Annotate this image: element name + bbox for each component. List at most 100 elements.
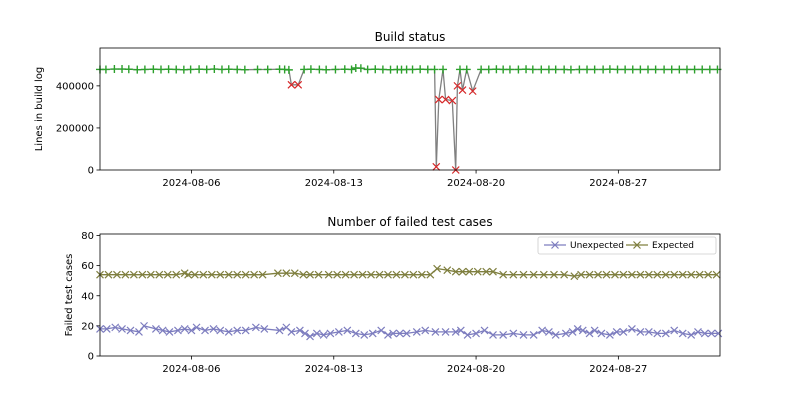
expected-series-point [678, 270, 687, 279]
successful-build-marker [651, 65, 660, 74]
ytick-label: 20 [81, 321, 94, 332]
unexpected-series-point [158, 326, 167, 335]
successful-build-marker [133, 65, 142, 74]
unexpected-series-point [678, 329, 687, 338]
successful-build-marker [363, 65, 372, 74]
ytick-label: 400000 [56, 81, 94, 92]
unexpected-series-point [126, 326, 135, 335]
unexpected-series-point [287, 327, 296, 336]
successful-build-marker [164, 65, 173, 74]
unexpected-series-point [636, 327, 645, 336]
unexpected-series-point [118, 324, 126, 333]
expected-series-point [417, 270, 426, 279]
successful-build-marker [347, 65, 356, 74]
expected-series-point [465, 267, 474, 276]
expected-series-point [433, 264, 442, 273]
xtick-label: 2024-08-13 [305, 364, 363, 375]
unexpected-series-point [201, 326, 209, 335]
expected-series-point [529, 270, 538, 279]
unexpected-series-point [180, 324, 189, 333]
successful-build-marker [224, 65, 233, 74]
build-status-ylabel: Lines in build log [34, 67, 45, 152]
successful-build-marker [522, 65, 531, 74]
expected-series-point [560, 270, 569, 279]
successful-build-marker [605, 65, 614, 74]
expected-series-point [594, 270, 602, 279]
unexpected-series-point [241, 326, 250, 335]
unexpected-series-point [619, 327, 628, 336]
successful-build-marker [682, 65, 691, 74]
expected-series-point [384, 270, 392, 279]
unexpected-series-point [544, 327, 553, 336]
successful-build-marker [340, 65, 349, 74]
failed-build-marker [287, 80, 296, 89]
ytick-label: 40 [81, 291, 94, 302]
unexpected-series-point [295, 326, 304, 335]
successful-build-marker [172, 65, 181, 74]
expected-series-point [233, 270, 242, 279]
unexpected-series-point [585, 329, 594, 338]
successful-build-marker [660, 65, 669, 74]
unexpected-series-point [111, 323, 120, 332]
expected-series-point [577, 270, 586, 279]
expected-series-point [258, 270, 267, 279]
unexpected-series-point [597, 329, 606, 338]
successful-build-marker [455, 65, 464, 74]
successful-build-marker [408, 65, 417, 74]
successful-build-marker [306, 65, 315, 74]
expected-series-point [473, 267, 482, 276]
build-status-panel: Build status 0 200000 400000 2024-08-06 2024… [34, 30, 722, 189]
successful-build-marker [240, 65, 249, 74]
failed-tests-plot-area [96, 264, 723, 341]
xtick-label: 2024-08-06 [162, 364, 220, 375]
successful-build-marker [499, 65, 508, 74]
successful-build-marker [195, 65, 204, 74]
legend-expected-label: Expected [652, 241, 694, 251]
expected-series-point [367, 270, 375, 279]
successful-build-marker [537, 65, 546, 74]
legend-expected-marker [633, 241, 641, 249]
build-status-title: Build status [375, 30, 446, 44]
expected-series-point [155, 270, 164, 279]
successful-build-marker [544, 65, 553, 74]
expected-series-point [172, 270, 181, 279]
expected-series-point [333, 270, 342, 279]
xtick-label: 2024-08-27 [589, 178, 647, 189]
unexpected-series-point [707, 329, 716, 338]
expected-series-point [602, 270, 611, 279]
unexpected-series-point [519, 330, 528, 339]
unexpected-series-point [209, 324, 218, 333]
successful-build-marker [560, 65, 569, 74]
unexpected-series-point [351, 329, 360, 338]
expected-series-point [499, 270, 508, 279]
successful-build-marker [590, 65, 599, 74]
expected-series-point [146, 270, 155, 279]
unexpected-series-point [499, 330, 508, 339]
failed-build-marker [441, 95, 450, 104]
successful-build-marker [300, 65, 309, 74]
unexpected-series-point [187, 326, 196, 335]
successful-build-marker [263, 65, 272, 74]
successful-build-marker [636, 65, 645, 74]
unexpected-series-point [644, 327, 653, 336]
legend: Unexpected Expected [537, 236, 717, 255]
legend-items: Unexpected Expected [544, 241, 694, 251]
unexpected-series-point [260, 324, 269, 333]
unexpected-series-point [561, 329, 570, 338]
successful-build-marker [101, 65, 110, 74]
ytick-label: 80 [81, 231, 94, 242]
successful-build-marker [179, 65, 188, 74]
unexpected-series-point [421, 326, 430, 335]
unexpected-series-point [489, 330, 497, 339]
expected-series-point [458, 267, 467, 276]
legend-unexpected-marker [551, 241, 559, 249]
unexpected-series-point [224, 327, 233, 336]
successful-build-marker [505, 65, 514, 74]
build-status-axes-frame [99, 47, 721, 171]
unexpected-series-point [687, 330, 696, 339]
successful-build-marker [462, 65, 471, 74]
unexpected-series-point [368, 329, 377, 338]
ytick-label: 0 [88, 166, 94, 177]
failed-build-marker [448, 96, 457, 105]
failed-tests-ylabel: Failed test cases [64, 254, 75, 337]
